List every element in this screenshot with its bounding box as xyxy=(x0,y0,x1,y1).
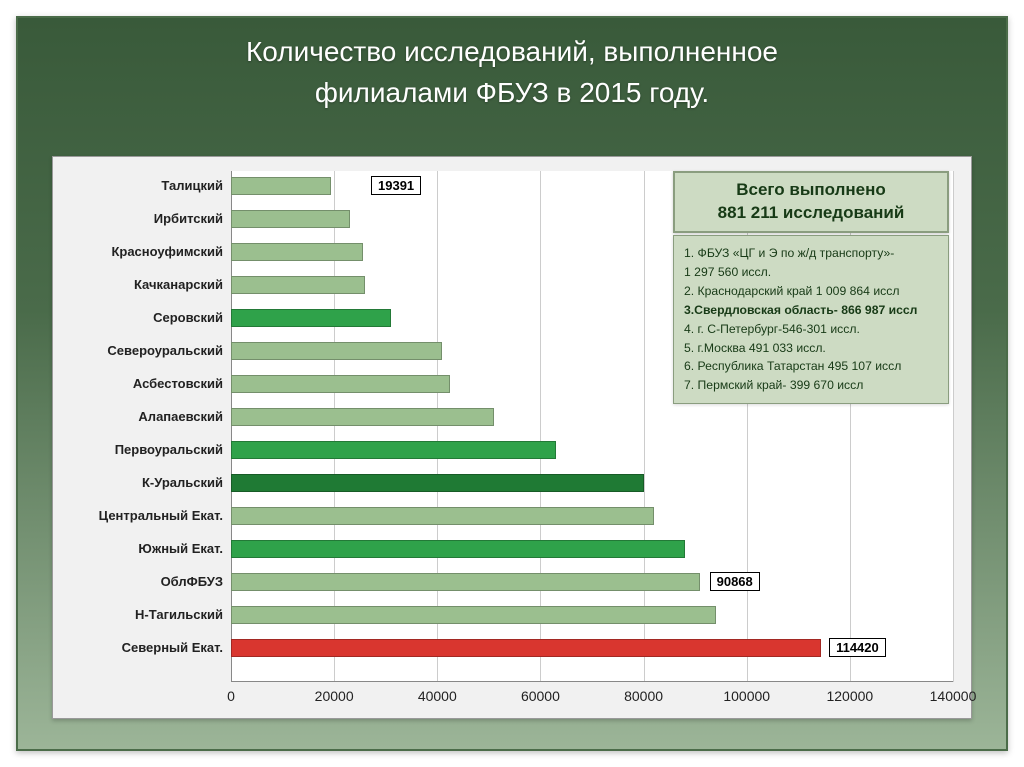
slide-title: Количество исследований, выполненное фил… xyxy=(18,18,1006,123)
bar xyxy=(231,441,556,459)
slide: Количество исследований, выполненное фил… xyxy=(0,0,1024,767)
compare-line: 6. Республика Татарстан 495 107 иссл xyxy=(684,357,938,376)
bar xyxy=(231,309,391,327)
bar xyxy=(231,243,363,261)
bar xyxy=(231,540,685,558)
total-box: Всего выполнено 881 211 исследований xyxy=(673,171,949,233)
compare-line: 1. ФБУЗ «ЦГ и Э по ж/д транспорту»- xyxy=(684,244,938,263)
compare-line: 4. г. С-Петербург-546-301 иссл. xyxy=(684,320,938,339)
bar xyxy=(231,177,331,195)
bar-row xyxy=(231,474,953,492)
x-tick-label: 0 xyxy=(227,688,235,704)
bar xyxy=(231,606,716,624)
chart-area: Талицкий Ирбитский Красноуфимский Качканарс… xyxy=(52,156,972,719)
x-tick-label: 20000 xyxy=(315,688,354,704)
y-tick-label: ОблФБУЗ xyxy=(53,573,223,591)
y-axis-labels: Талицкий Ирбитский Красноуфимский Качканарс… xyxy=(53,171,229,682)
y-tick-label: Асбестовский xyxy=(53,375,223,393)
bar xyxy=(231,639,821,657)
y-tick-label: Североуральский xyxy=(53,342,223,360)
x-axis-labels: 020000400006000080000100000120000140000 xyxy=(231,688,953,712)
bar-row xyxy=(231,606,953,624)
y-tick-label: К-Уральский xyxy=(53,474,223,492)
bar xyxy=(231,408,494,426)
compare-line: 1 297 560 иссл. xyxy=(684,263,938,282)
bar-row xyxy=(231,639,953,657)
bar-row xyxy=(231,408,953,426)
bar-row xyxy=(231,507,953,525)
x-tick-label: 60000 xyxy=(521,688,560,704)
y-tick-label: Северный Екат. xyxy=(53,639,223,657)
y-tick-label: Красноуфимский xyxy=(53,243,223,261)
bar xyxy=(231,276,365,294)
compare-line: 3.Свердловская область- 866 987 иссл xyxy=(684,301,938,320)
y-tick-label: Первоуральский xyxy=(53,441,223,459)
x-tick-label: 120000 xyxy=(826,688,873,704)
title-line-1: Количество исследований, выполненное xyxy=(246,36,778,67)
y-tick-label: Южный Екат. xyxy=(53,540,223,558)
y-tick-label: Центральный Екат. xyxy=(53,507,223,525)
y-tick-label: Ирбитский xyxy=(53,210,223,228)
bar xyxy=(231,573,700,591)
grid-line xyxy=(953,171,954,682)
bar xyxy=(231,342,442,360)
compare-line: 2. Краснодарский край 1 009 864 иссл xyxy=(684,282,938,301)
total-line-1: Всего выполнено xyxy=(685,179,937,202)
compare-line: 7. Пермский край- 399 670 иссл xyxy=(684,376,938,395)
y-tick-label: Алапаевский xyxy=(53,408,223,426)
compare-box: 1. ФБУЗ «ЦГ и Э по ж/д транспорту»- 1 29… xyxy=(673,235,949,404)
slide-inner: Количество исследований, выполненное фил… xyxy=(16,16,1008,751)
x-tick-label: 40000 xyxy=(418,688,457,704)
y-tick-label: Талицкий xyxy=(53,177,223,195)
x-tick-label: 140000 xyxy=(930,688,977,704)
x-tick-label: 80000 xyxy=(624,688,663,704)
bar-row xyxy=(231,540,953,558)
title-line-2: филиалами ФБУЗ в 2015 году. xyxy=(315,77,709,108)
bar xyxy=(231,507,654,525)
x-tick-label: 100000 xyxy=(723,688,770,704)
bar-row xyxy=(231,573,953,591)
bar xyxy=(231,375,450,393)
y-tick-label: Качканарский xyxy=(53,276,223,294)
compare-line: 5. г.Москва 491 033 иссл. xyxy=(684,339,938,358)
bar-row xyxy=(231,441,953,459)
total-line-2: 881 211 исследований xyxy=(685,202,937,225)
bar xyxy=(231,210,350,228)
y-tick-label: Серовский xyxy=(53,309,223,327)
y-tick-label: Н-Тагильский xyxy=(53,606,223,624)
bar xyxy=(231,474,644,492)
